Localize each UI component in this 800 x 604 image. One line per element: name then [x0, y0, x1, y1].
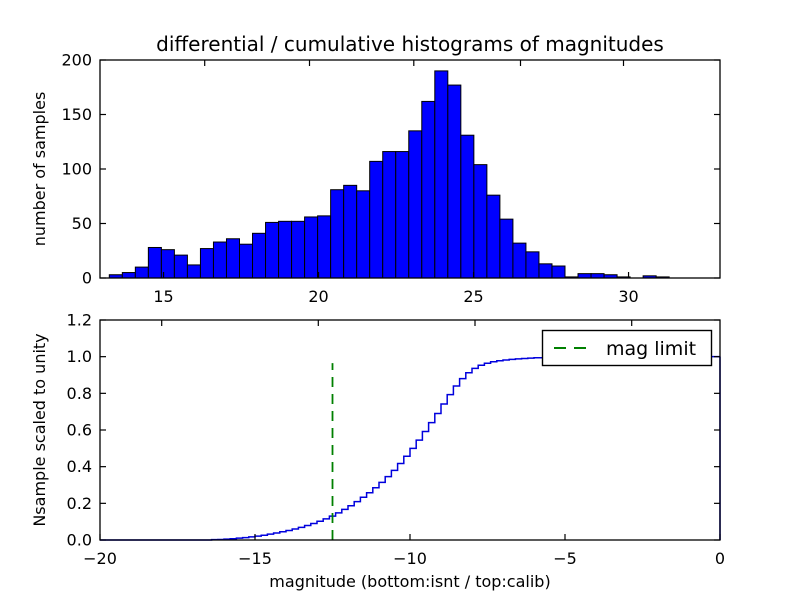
chart-title: differential / cumulative histograms of … — [156, 32, 664, 56]
histogram-bar — [551, 265, 566, 279]
histogram-bar — [408, 130, 423, 279]
x-tick-label: 30 — [618, 287, 638, 306]
cumulative-step-curve — [100, 355, 721, 541]
histogram-bar — [212, 241, 227, 279]
histogram-bar — [577, 273, 592, 279]
top-axes-ticks — [100, 59, 720, 279]
legend-label: mag limit — [606, 338, 696, 360]
histogram-bar — [499, 218, 514, 279]
x-tick-label: 15 — [153, 287, 173, 306]
bottom-x-tick-labels: −20 −15 −10 −5 0 — [83, 549, 725, 568]
histogram-bar — [421, 100, 436, 279]
legend-box — [541, 329, 713, 367]
histogram-bar — [278, 220, 293, 279]
top-x-tick-labels: 15 20 25 30 — [153, 287, 638, 306]
top-y-tick-labels: 0 50 100 150 200 — [61, 51, 92, 288]
histogram-bar — [291, 220, 306, 279]
y-tick-label: 150 — [61, 105, 92, 124]
x-axis-label: magnitude (bottom:isnt / top:calib) — [269, 572, 550, 591]
histogram-bar — [538, 263, 553, 279]
x-tick-label: −20 — [83, 549, 117, 568]
histogram-bar — [473, 164, 488, 279]
histogram-bar — [434, 70, 449, 279]
legend: mag limit — [541, 329, 713, 367]
bottom-y-tick-labels: 0.0 0.2 0.4 0.6 0.8 1.0 1.2 — [67, 311, 92, 550]
y-tick-label: 0.2 — [67, 494, 92, 513]
histogram-bars — [108, 70, 670, 279]
histogram-bar — [134, 266, 149, 279]
x-tick-label: −5 — [553, 549, 577, 568]
histogram-bar — [382, 151, 397, 279]
histogram-bar — [239, 243, 254, 279]
bottom-axes-ticks — [99, 319, 721, 541]
histogram-bar — [186, 264, 201, 279]
histogram-bar — [343, 184, 358, 279]
histogram-bar — [525, 251, 540, 279]
histogram-bar — [304, 216, 319, 279]
histogram-bar — [265, 221, 280, 279]
histogram-bar — [590, 273, 605, 279]
histogram-bar — [225, 238, 240, 279]
y-tick-label: 0.8 — [67, 384, 92, 403]
x-tick-label: 25 — [463, 287, 483, 306]
bottom-subplot: −20 −15 −10 −5 0 0.0 0.2 0.4 0.6 0.8 1.0 1.2 magni… — [30, 311, 725, 592]
histogram-bar — [173, 254, 188, 279]
top-y-axis-label: number of samples — [30, 92, 49, 247]
x-tick-label: 0 — [715, 549, 725, 568]
y-tick-label: 200 — [61, 51, 92, 70]
top-subplot: 15 20 25 30 0 50 100 150 200 differential / cum… — [30, 32, 721, 306]
y-tick-label: 1.0 — [67, 347, 92, 366]
y-tick-label: 0.4 — [67, 457, 92, 476]
histogram-bar — [460, 134, 475, 279]
y-tick-label: 0.0 — [67, 531, 92, 550]
y-tick-label: 50 — [72, 214, 92, 233]
x-tick-label: −10 — [393, 549, 427, 568]
histogram-bar — [147, 246, 162, 279]
histogram-bar — [121, 272, 136, 279]
bottom-y-axis-label: Nsample scaled to unity — [30, 333, 49, 526]
histogram-bar — [512, 242, 527, 279]
histogram-bar — [395, 151, 410, 279]
x-tick-label: −15 — [238, 549, 272, 568]
y-tick-label: 1.2 — [67, 311, 92, 330]
y-tick-label: 0 — [82, 269, 92, 288]
histogram-bar — [317, 215, 332, 279]
histogram-bar — [447, 84, 462, 279]
histogram-bar — [369, 160, 384, 279]
histogram-bar — [486, 194, 501, 279]
x-tick-label: 20 — [308, 287, 328, 306]
histogram-bar — [199, 248, 214, 279]
y-tick-label: 0.6 — [67, 421, 92, 440]
histogram-bar — [252, 232, 267, 279]
y-tick-label: 100 — [61, 160, 92, 179]
histogram-bar — [330, 189, 345, 279]
histogram-bar — [356, 190, 371, 279]
